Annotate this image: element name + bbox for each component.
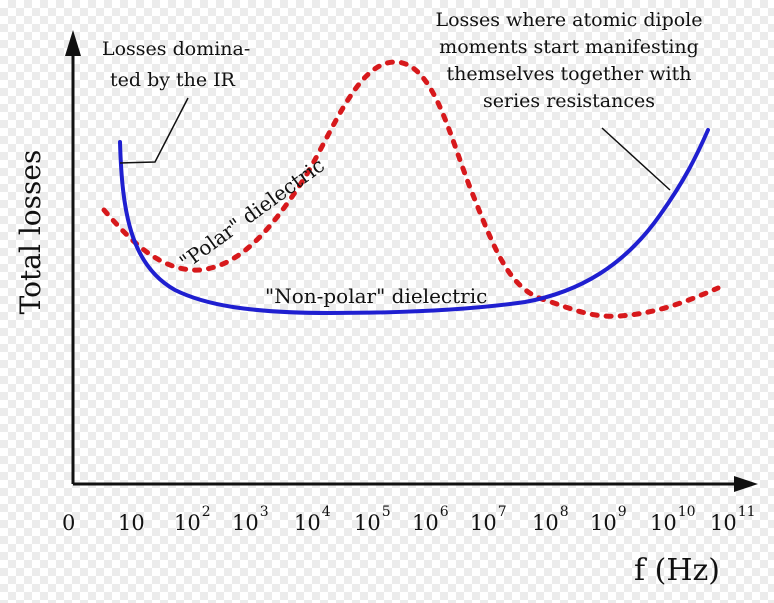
x-tick-exponent: 7 <box>498 504 507 520</box>
x-tick-label: 104 <box>294 504 331 535</box>
dipole-annotation-line4: series resistances <box>483 90 655 112</box>
x-tick-base: 10 <box>532 511 559 535</box>
x-tick-label: 102 <box>174 504 211 535</box>
x-tick-base: 10 <box>412 511 439 535</box>
y-axis-label: Total losses <box>14 150 47 315</box>
ir-leader-line <box>119 97 189 164</box>
x-tick-exponent: 11 <box>738 504 756 520</box>
polar-curve-label: "Polar" dielectric <box>175 153 329 274</box>
y-axis-arrow <box>65 30 81 56</box>
x-tick-exponent: 6 <box>440 504 449 520</box>
x-tick-base: 10 <box>650 511 677 535</box>
x-tick-base: 10 <box>174 511 201 535</box>
x-tick-base: 10 <box>294 511 321 535</box>
x-tick-label: 0 <box>62 511 75 535</box>
x-tick-labels: 0 10 102 103 104 105 106 107 108 109 1010 1011 <box>62 504 756 535</box>
x-tick-exponent: 9 <box>618 504 627 520</box>
x-tick-label: 106 <box>412 504 449 535</box>
x-axis-arrow <box>734 476 758 492</box>
ir-annotation-line2: ted by the IR <box>110 69 236 91</box>
x-axis-label: f (Hz) <box>634 553 720 588</box>
x-tick-label: 109 <box>590 504 627 535</box>
x-tick-label: 10 <box>118 511 145 535</box>
dipole-annotation-line1: Losses where atomic dipole <box>435 9 702 31</box>
x-tick-base: 10 <box>590 511 617 535</box>
x-tick-label: 1011 <box>710 504 756 535</box>
x-tick-exponent: 3 <box>260 504 269 520</box>
dipole-annotation-line3: themselves together with <box>447 63 692 85</box>
x-tick-base: 10 <box>354 511 381 535</box>
x-tick-label: 1010 <box>650 504 696 535</box>
nonpolar-curve <box>118 128 710 316</box>
x-tick-exponent: 5 <box>382 504 391 520</box>
dipole-leader-line <box>601 127 671 191</box>
x-tick-base: 10 <box>710 511 737 535</box>
x-tick-exponent: 8 <box>560 504 569 520</box>
x-tick-label: 105 <box>354 504 391 535</box>
x-tick-base: 10 <box>118 511 145 535</box>
x-tick-base: 0 <box>62 511 75 535</box>
x-tick-exponent: 4 <box>322 504 331 520</box>
x-tick-exponent: 10 <box>678 504 696 520</box>
nonpolar-curve-label: "Non-polar" dielectric <box>265 284 487 308</box>
x-tick-label: 108 <box>532 504 569 535</box>
dipole-annotation-line2: moments start manifesting <box>439 36 699 58</box>
x-tick-label: 103 <box>232 504 269 535</box>
x-tick-base: 10 <box>232 511 259 535</box>
ir-annotation-line1: Losses domina- <box>102 38 250 60</box>
polar-curve <box>101 59 721 319</box>
x-tick-exponent: 2 <box>202 504 211 520</box>
x-tick-base: 10 <box>470 511 497 535</box>
x-tick-label: 107 <box>470 504 507 535</box>
